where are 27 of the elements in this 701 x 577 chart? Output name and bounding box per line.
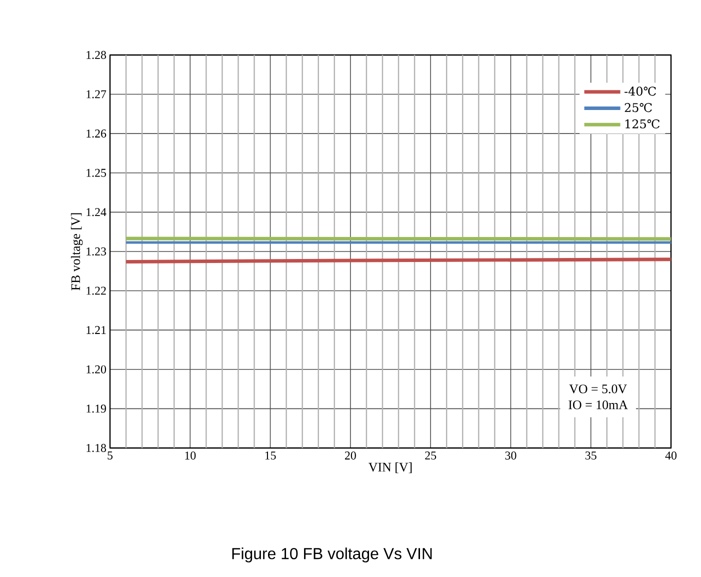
x-tick-label: 15 [265,452,276,460]
x-tick-label: 20 [344,452,356,460]
annotation: VO = 5.0V [569,384,627,394]
y-tick-label: 1.23 [86,247,106,256]
y-axis-title: FB voltage [V] [70,213,83,290]
legend-label: -40℃ [624,86,656,96]
x-tick-label: 10 [185,452,196,460]
x-tick-label: 35 [585,452,596,460]
y-tick-label: 1.25 [86,168,106,177]
legend-label: 25℃ [624,103,652,112]
x-tick-label: 25 [425,452,436,460]
legend-label: 125℃ [625,119,660,128]
y-tick-label: 1.24 [86,208,106,216]
y-tick-label: 1.19 [86,404,106,413]
y-tick-label: 1.20 [86,365,106,374]
x-axis-title: VIN [V] [368,462,412,474]
y-tick-label: 1.26 [86,130,106,138]
y-tick-label: 1.21 [86,326,106,334]
annotation: IO = 10mA [568,400,628,410]
x-tick-label: 5 [108,452,113,460]
y-tick-label: 1.27 [86,90,106,98]
y-tick-label: 1.22 [86,286,106,295]
text: Figure 10 FB voltage Vs VIN [232,548,432,562]
x-tick-label: 40 [665,452,677,460]
x-tick-label: 30 [505,452,516,460]
y-tick-label: 1.28 [86,50,106,60]
y-tick-label: 1.18 [86,444,106,452]
